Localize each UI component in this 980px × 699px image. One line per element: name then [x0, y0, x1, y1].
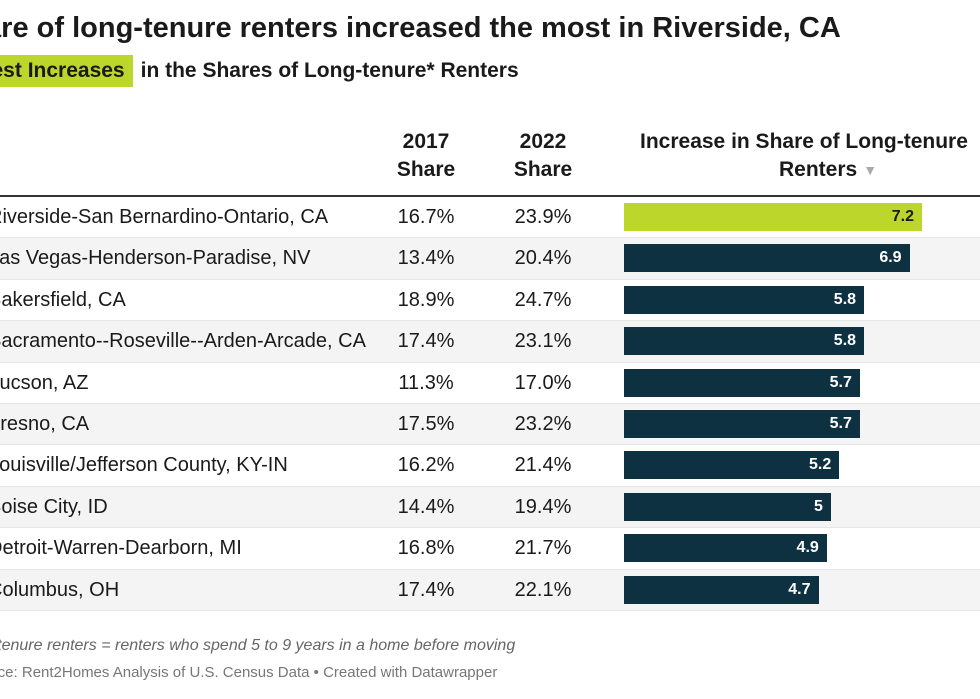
- increase-bar: [624, 534, 827, 563]
- share-2017: 17.4%: [397, 330, 455, 353]
- subtitle-rest: in the Shares of Long-tenure* Renters: [140, 59, 519, 82]
- metro-name: Detroit-Warren-Dearborn, MI: [0, 537, 242, 560]
- increase-bar-label: 5.8: [833, 332, 857, 350]
- increase-bar: [624, 451, 840, 480]
- share-2022: 17.0%: [514, 371, 572, 394]
- header-2022-share[interactable]: 2022 Share: [493, 128, 593, 192]
- share-2022: 21.4%: [514, 454, 572, 477]
- share-2017: 16.8%: [397, 537, 455, 560]
- increase-bar-label: 5: [814, 497, 823, 515]
- table-row: Tucson, AZ 11.3% 17.0% 5.7: [0, 363, 980, 404]
- share-2017: 16.2%: [397, 454, 455, 477]
- metro-name: Boise City, ID: [0, 495, 108, 518]
- table-row: Louisville/Jefferson County, KY-IN 16.2% 2…: [0, 445, 980, 487]
- increase-bar-label: 4.9: [796, 539, 819, 557]
- metro-name: Sacramento--Roseville--Arden-Arcade, CA: [0, 330, 366, 353]
- metro-name: Bakersfield, CA: [0, 288, 126, 311]
- table-row: Fresno, CA 17.5% 23.2% 5.7: [0, 403, 980, 446]
- share-2017: 17.4%: [397, 578, 455, 601]
- table-row: Columbus, OH 17.4% 22.1% 4.7: [0, 569, 980, 611]
- increase-bar-label: 5.8: [833, 290, 857, 308]
- share-2022: 20.4%: [514, 247, 572, 270]
- increase-bar-label: 5.2: [808, 456, 832, 474]
- increase-bar-label: 4.7: [788, 580, 811, 598]
- share-2017: 13.4%: [397, 247, 455, 270]
- increase-bar: [624, 203, 922, 231]
- metro-name: Columbus, OH: [0, 578, 120, 601]
- increase-bar: [624, 409, 860, 438]
- chart-title: Share of long-tenure renters increased t…: [0, 12, 841, 44]
- share-2022: 19.4%: [514, 495, 572, 518]
- header-2017-share[interactable]: 2017 Share: [376, 128, 476, 192]
- header-increase-line1: Increase in Share of Long-tenure: [640, 130, 968, 153]
- metro-name: Tucson, AZ: [0, 371, 89, 394]
- header-increase-line2: Renters: [779, 158, 858, 181]
- metro-name: Fresno, CA: [0, 412, 90, 435]
- share-2017: 17.5%: [397, 412, 455, 435]
- table-body: Riverside-San Bernardino-Ontario, CA 16.7…: [0, 197, 980, 611]
- share-2017: 16.7%: [397, 206, 455, 228]
- share-2017: 18.9%: [397, 288, 455, 311]
- footnote: *Long-tenure renters = renters who spend…: [0, 637, 516, 654]
- increase-bar-label: 6.9: [879, 249, 902, 267]
- share-2022: 22.1%: [514, 578, 572, 601]
- share-2022: 23.9%: [514, 206, 572, 228]
- header-increase[interactable]: Increase in Share of Long-tenure Renters…: [640, 128, 980, 192]
- increase-bar-label: 7.2: [891, 208, 914, 225]
- table-row: Riverside-San Bernardino-Ontario, CA 16.7…: [0, 197, 980, 239]
- share-2017: 14.4%: [397, 495, 455, 518]
- increase-bar-label: 5.7: [829, 414, 852, 432]
- source-note: Source: Rent2Homes Analysis of U.S. Cens…: [0, 664, 498, 681]
- subtitle-highlight: Largest Increases: [0, 55, 133, 87]
- table-row: Bakersfield, CA 18.9% 24.7% 5.8: [0, 280, 980, 322]
- share-2017: 11.3%: [398, 371, 454, 394]
- share-2022: 21.7%: [514, 537, 572, 560]
- chart-subtitle: Largest Increases in the Shares of Long-t…: [0, 55, 519, 87]
- increase-bar-label: 5.7: [829, 373, 852, 391]
- header-divider: [0, 195, 980, 197]
- header-2022-line1: 2022: [519, 130, 567, 153]
- increase-bar: [624, 327, 865, 356]
- table-row: Boise City, ID 14.4% 19.4% 5: [0, 486, 980, 529]
- increase-bar: [624, 575, 819, 604]
- share-2022: 24.7%: [514, 288, 572, 311]
- sort-desc-icon[interactable]: ▼: [863, 162, 878, 179]
- increase-bar: [624, 285, 865, 314]
- share-2022: 23.2%: [514, 412, 572, 435]
- table-row: Sacramento--Roseville--Arden-Arcade, CA 1…: [0, 321, 980, 363]
- header-increase-line2-wrap: Renters ▼: [640, 156, 980, 184]
- increase-bar: [624, 368, 860, 397]
- share-2022: 23.1%: [514, 330, 572, 353]
- table-row: Las Vegas-Henderson-Paradise, NV 13.4% 20.…: [0, 238, 980, 280]
- metro-name: Riverside-San Bernardino-Ontario, CA: [0, 206, 329, 228]
- table-row: Detroit-Warren-Dearborn, MI 16.8% 21.7% 4.9: [0, 528, 980, 570]
- header-2022-line2: Share: [513, 158, 573, 181]
- metro-name: Las Vegas-Henderson-Paradise, NV: [0, 247, 311, 270]
- metro-name: Louisville/Jefferson County, KY-IN: [0, 454, 288, 477]
- increase-bar: [624, 244, 910, 273]
- header-2017-line2: Share: [396, 158, 456, 181]
- increase-bar: [624, 492, 831, 521]
- header-2017-line1: 2017: [402, 130, 450, 153]
